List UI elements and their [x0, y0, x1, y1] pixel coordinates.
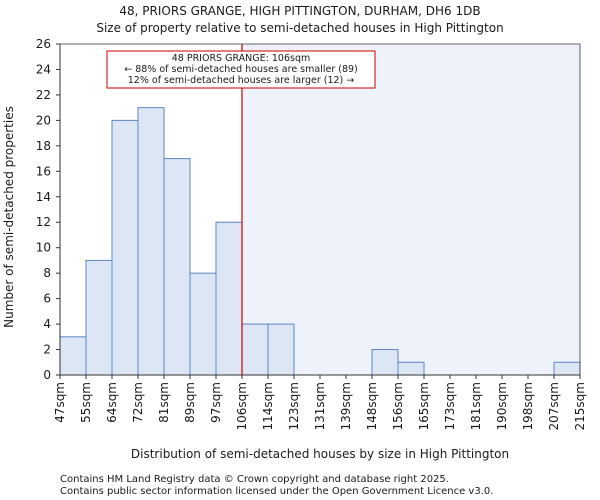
bar-72sqm	[137, 107, 165, 376]
annotation-box	[106, 50, 376, 89]
y-axis-label: Number of semi-detached properties	[2, 106, 16, 328]
x-tick-label: 123sqm	[287, 382, 301, 430]
bar-64sqm	[111, 119, 139, 376]
y-tick-label: 6	[43, 292, 51, 306]
y-tick-label: 12	[36, 215, 51, 229]
x-tick-label: 139sqm	[339, 382, 353, 430]
bar-148sqm	[371, 349, 399, 376]
x-tick-label: 47sqm	[53, 382, 67, 423]
bar-106sqm	[241, 323, 269, 376]
y-tick-label: 2	[43, 343, 51, 357]
x-tick-label: 89sqm	[183, 382, 197, 423]
footer-line-1: Contains HM Land Registry data © Crown c…	[60, 474, 449, 485]
bar-55sqm	[85, 259, 113, 376]
bar-207sqm	[553, 361, 581, 376]
x-tick-label: 148sqm	[365, 382, 379, 430]
x-tick-label: 55sqm	[79, 382, 93, 423]
annotation-smaller: ← 88% of semi-detached houses are smalle…	[124, 64, 358, 75]
annotation-title: 48 PRIORS GRANGE: 106sqm	[172, 53, 311, 64]
x-tick-label: 131sqm	[313, 382, 327, 430]
x-tick-label: 207sqm	[547, 382, 561, 430]
bar-114sqm	[267, 323, 295, 376]
y-tick-label: 16	[36, 164, 51, 178]
x-tick-label: 190sqm	[495, 382, 509, 430]
x-tick-label: 215sqm	[573, 382, 587, 430]
bar-47sqm	[59, 336, 87, 376]
bar-97sqm	[215, 221, 243, 376]
y-tick-label: 8	[43, 266, 51, 280]
chart-subtitle: Size of property relative to semi-detach…	[96, 21, 503, 35]
y-tick-label: 22	[36, 88, 51, 102]
y-tick-label: 18	[36, 139, 51, 153]
y-tick-label: 20	[36, 113, 51, 127]
x-tick-label: 106sqm	[235, 382, 249, 430]
bar-81sqm	[163, 158, 191, 376]
x-tick-label: 81sqm	[157, 382, 171, 423]
footer-line-2: Contains public sector information licen…	[60, 486, 493, 497]
x-tick-label: 156sqm	[391, 382, 405, 430]
y-tick-label: 26	[36, 37, 51, 51]
chart-title: 48, PRIORS GRANGE, HIGH PITTINGTON, DURH…	[119, 4, 480, 18]
x-tick-label: 198sqm	[521, 382, 535, 430]
x-tick-label: 181sqm	[469, 382, 483, 430]
x-tick-label: 72sqm	[131, 382, 145, 423]
x-tick-label: 165sqm	[417, 382, 431, 430]
y-tick-label: 0	[43, 368, 51, 382]
bar-89sqm	[189, 272, 217, 376]
x-axis-label: Distribution of semi-detached houses by …	[131, 447, 509, 461]
x-tick-label: 64sqm	[105, 382, 119, 423]
x-tick-label: 114sqm	[261, 382, 275, 430]
y-tick-label: 14	[36, 190, 51, 204]
annotation-larger: 12% of semi-detached houses are larger (…	[128, 75, 355, 86]
y-tick-label: 4	[43, 317, 51, 331]
bar-156sqm	[397, 361, 425, 376]
larger-region-shade	[242, 44, 580, 375]
x-tick-label: 97sqm	[209, 382, 223, 423]
y-tick-label: 24	[36, 62, 51, 76]
y-tick-label: 10	[36, 241, 51, 255]
x-tick-label: 173sqm	[443, 382, 457, 430]
